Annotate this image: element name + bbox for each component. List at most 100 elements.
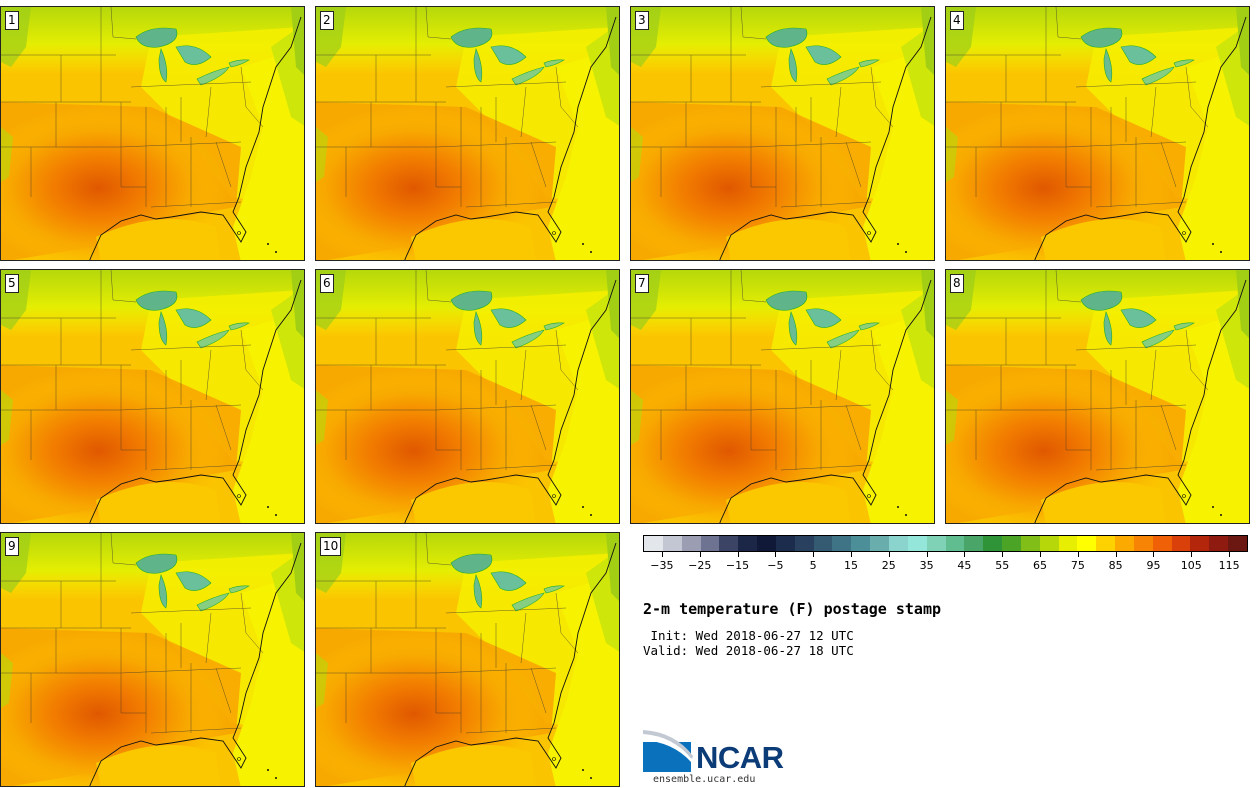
colorbar-swatch <box>1228 536 1247 551</box>
member-panel-3: 3 <box>630 6 935 261</box>
colorbar-tick <box>775 552 777 557</box>
temperature-map <box>631 270 934 523</box>
colorbar-tick <box>926 552 928 557</box>
colorbar-tick-label: 95 <box>1146 559 1161 572</box>
colorbar-tick-label: −15 <box>725 559 750 572</box>
temperature-map <box>631 7 934 260</box>
colorbar-tick-label: −35 <box>650 559 674 572</box>
member-number: 6 <box>320 274 334 293</box>
colorbar-tick-label: 105 <box>1180 559 1202 572</box>
colorbar-swatch <box>1077 536 1097 551</box>
colorbar-tick <box>1115 552 1117 557</box>
colorbar-tick-label: 25 <box>881 559 896 572</box>
colorbar-swatch <box>757 536 776 551</box>
member-number: 9 <box>5 537 19 556</box>
colorbar-swatch <box>1002 536 1021 551</box>
colorbar-swatch <box>964 536 984 551</box>
colorbar-tick <box>1191 552 1193 557</box>
colorbar-tick <box>1077 552 1079 557</box>
member-panel-10: 10 <box>315 532 620 787</box>
colorbar-swatch <box>1115 536 1134 551</box>
member-number: 10 <box>320 537 342 556</box>
colorbar-swatch <box>926 536 946 551</box>
colorbar-tick-label: 75 <box>1070 559 1085 572</box>
colorbar-tick-label: −5 <box>767 559 784 572</box>
colorbar-swatch <box>794 536 814 551</box>
colorbar-swatch <box>907 536 927 551</box>
colorbar-swatch <box>1171 536 1191 551</box>
colorbar-swatch <box>1058 536 1078 551</box>
colorbar-tick-label: −25 <box>688 559 712 572</box>
temperature-map <box>316 7 619 260</box>
colorbar-swatch <box>945 536 965 551</box>
colorbar-tick-label: 5 <box>809 559 817 572</box>
colorbar-tick <box>1153 552 1155 557</box>
colorbar-swatch <box>870 536 889 551</box>
colorbar-swatch <box>738 536 758 551</box>
colorbar-swatch <box>1133 536 1153 551</box>
temperature-map <box>1 533 304 786</box>
member-number: 5 <box>5 274 19 293</box>
colorbar-swatch <box>662 536 682 551</box>
member-number: 8 <box>950 274 964 293</box>
colorbar-tick-label: 35 <box>919 559 934 572</box>
colorbar-swatch <box>813 536 833 551</box>
colorbar-tick <box>1229 552 1231 557</box>
member-panel-4: 4 <box>945 6 1250 261</box>
ncar-logo-icon <box>643 730 693 772</box>
colorbar-swatch <box>851 536 871 551</box>
colorbar-tick-label: 55 <box>995 559 1010 572</box>
temperature-map <box>1 270 304 523</box>
member-number: 4 <box>950 11 964 30</box>
colorbar-tick-label: 45 <box>957 559 972 572</box>
colorbar-swatch <box>644 536 663 551</box>
member-panel-6: 6 <box>315 269 620 524</box>
colorbar-ticks: −35 −25 −15 −5 5 15 25 35 45 55 65 75 85 95 105 115 <box>643 552 1248 578</box>
colorbar-swatch <box>888 536 908 551</box>
member-panel-1: 1 <box>0 6 305 261</box>
logo-name: NCAR <box>696 740 784 775</box>
colorbar-tick-label: 115 <box>1218 559 1240 572</box>
colorbar-swatch <box>983 536 1003 551</box>
colorbar-tick <box>964 552 966 557</box>
member-number: 1 <box>5 11 19 30</box>
member-panel-8: 8 <box>945 269 1250 524</box>
colorbar-tick <box>737 552 739 557</box>
colorbar-tick <box>661 552 663 557</box>
logo-url: ensemble.ucar.edu <box>653 774 756 785</box>
member-panel-7: 7 <box>630 269 935 524</box>
temperature-map <box>946 7 1249 260</box>
colorbar-swatch <box>832 536 852 551</box>
colorbar-swatch <box>1209 536 1229 551</box>
colorbar-swatch <box>1190 536 1210 551</box>
member-number: 2 <box>320 11 334 30</box>
member-panel-9: 9 <box>0 532 305 787</box>
colorbar-swatch <box>1152 536 1172 551</box>
colorbar-swatch <box>681 536 701 551</box>
colorbar-tick-label: 65 <box>1033 559 1048 572</box>
colorbar-swatch <box>700 536 720 551</box>
colorbar-tick <box>850 552 852 557</box>
colorbar-swatch <box>719 536 739 551</box>
colorbar-swatch <box>1020 536 1040 551</box>
colorbar-tick-label: 15 <box>843 559 858 572</box>
temperature-map <box>946 270 1249 523</box>
colorbar-swatch <box>775 536 795 551</box>
colorbar-tick <box>699 552 701 557</box>
colorbar-swatch <box>1096 536 1116 551</box>
temperature-map <box>316 270 619 523</box>
colorbar-tick <box>888 552 890 557</box>
temperature-map <box>1 7 304 260</box>
member-panel-2: 2 <box>315 6 620 261</box>
colorbar-tick <box>1040 552 1042 557</box>
member-panel-5: 5 <box>0 269 305 524</box>
member-number: 7 <box>635 274 649 293</box>
colorbar-tick <box>1002 552 1004 557</box>
temperature-colorbar <box>643 535 1248 552</box>
member-number: 3 <box>635 11 649 30</box>
temperature-map <box>316 533 619 786</box>
colorbar-tick <box>813 552 815 557</box>
init-time: Init: Wed 2018-06-27 12 UTC <box>643 628 854 643</box>
colorbar-tick-label: 85 <box>1108 559 1123 572</box>
valid-time: Valid: Wed 2018-06-27 18 UTC <box>643 643 854 658</box>
